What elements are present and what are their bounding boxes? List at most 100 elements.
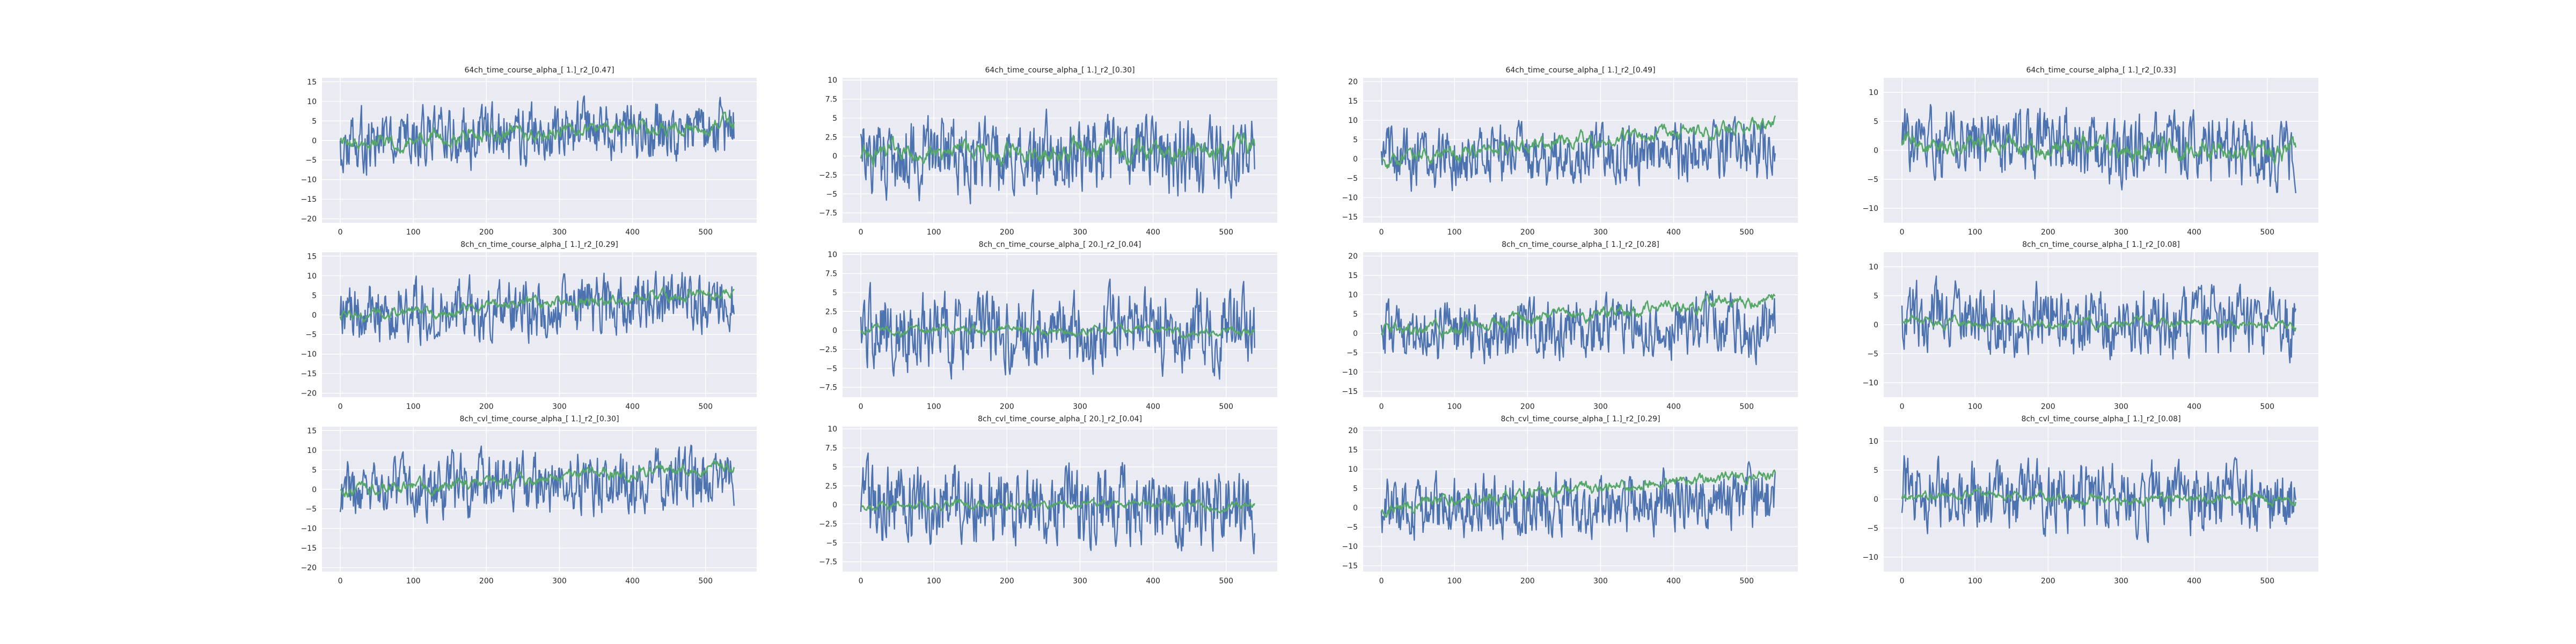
subplot-9: 15 10 5 0 −5 −10 −15 −20 0 100 200 300 400 500 8ch_cvl…	[301, 415, 757, 586]
y-tick-label: 15	[1348, 272, 1358, 280]
x-tick-label: 300	[552, 228, 567, 237]
subplot-6: 10 7.5 5 2.5 0 −2.5 −5 −7.5 0 100 200 300 400 500 8ch_…	[819, 240, 1277, 411]
y-tick-label: 10	[1348, 465, 1358, 474]
x-tick-label: 100	[1447, 402, 1462, 411]
subplot-7: 20 15 10 5 0 −5 −10 −15 0 100 200 300 400 500 8ch_cn_t…	[1342, 240, 1798, 411]
y-tick-label: −5	[305, 505, 317, 514]
x-tick-label: 400	[625, 402, 640, 411]
x-tick-label: 400	[2187, 228, 2201, 237]
y-tick-label: −10	[1342, 194, 1358, 202]
x-tick-label: 300	[1073, 228, 1087, 237]
y-tick-label: −15	[1342, 562, 1358, 570]
x-tick-label: 200	[479, 228, 494, 237]
y-tick-label: 0	[1353, 330, 1358, 338]
x-tick-label: 400	[1666, 402, 1681, 411]
y-tick-label: −5	[1867, 524, 1878, 533]
y-tick-label: 5	[832, 114, 837, 123]
x-tick-label: 200	[479, 402, 494, 411]
x-tick-label: 500	[1739, 577, 1754, 586]
x-tick-label: 200	[1000, 228, 1014, 237]
y-tick-label: 0	[832, 152, 837, 161]
x-tick-label: 100	[406, 402, 421, 411]
y-tick-label: −5	[1346, 174, 1358, 183]
y-tick-label: 5	[312, 117, 317, 126]
series-line-2	[1380, 469, 1776, 518]
x-tick-label: 0	[859, 228, 863, 237]
y-tick-label: −2.5	[819, 171, 837, 180]
series-line-1	[860, 452, 1255, 554]
series-line-1	[1380, 290, 1776, 365]
x-tick-label: 400	[1146, 228, 1160, 237]
y-tick-label: 10	[1869, 263, 1878, 272]
x-tick-label: 0	[338, 402, 343, 411]
x-tick-label: 200	[1000, 402, 1014, 411]
subplot-title: 8ch_cn_time_course_alpha_[ 1.]_r2_[0.28]	[1502, 240, 1659, 249]
x-tick-label: 300	[2114, 228, 2128, 237]
y-tick-label: 15	[307, 252, 317, 261]
x-tick-label: 400	[625, 577, 640, 586]
x-tick-label: 100	[406, 577, 421, 586]
x-tick-label: 100	[1447, 228, 1462, 237]
y-tick-label: −20	[301, 564, 317, 573]
y-tick-label: −2.5	[819, 520, 837, 529]
y-tick-label: −5	[826, 364, 837, 373]
y-tick-label: −7.5	[819, 558, 837, 567]
y-tick-label: 15	[307, 78, 317, 86]
x-tick-label: 0	[859, 402, 863, 411]
x-tick-label: 300	[1593, 577, 1608, 586]
series-line-2	[1381, 115, 1776, 169]
y-tick-label: 10	[1869, 437, 1878, 446]
x-tick-label: 400	[1666, 228, 1681, 237]
y-tick-label: −7.5	[819, 384, 837, 392]
y-tick-label: 7.5	[825, 444, 837, 453]
y-tick-label: 2.5	[825, 482, 837, 491]
y-tick-label: 10	[828, 425, 837, 434]
x-tick-label: 0	[338, 577, 343, 586]
subplot-title: 8ch_cn_time_course_alpha_[ 1.]_r2_[0.29]	[460, 240, 618, 249]
subplot-1: 15 10 5 0 −5 −10 −15 −20 0 100 200 300 400 500 64ch_ti…	[301, 66, 757, 237]
plot-area	[843, 252, 1277, 397]
y-tick-label: 10	[307, 272, 317, 281]
subplot-title: 64ch_time_course_alpha_[ 1.]_r2_[0.30]	[985, 66, 1135, 75]
y-tick-label: 15	[307, 427, 317, 435]
y-tick-label: −5	[1867, 350, 1878, 358]
x-tick-label: 500	[1219, 228, 1233, 237]
x-tick-label: 400	[1666, 577, 1681, 586]
x-tick-label: 100	[1968, 228, 1982, 237]
y-tick-label: 5	[1353, 136, 1358, 144]
y-tick-label: −5	[826, 190, 837, 199]
y-tick-label: −10	[1862, 553, 1878, 562]
y-tick-label: 10	[1869, 89, 1878, 97]
x-tick-label: 0	[1900, 577, 1905, 586]
x-tick-label: 0	[1900, 228, 1905, 237]
y-tick-label: −10	[1862, 204, 1878, 213]
x-tick-label: 100	[927, 577, 941, 586]
y-tick-label: 0	[1874, 321, 1878, 330]
x-tick-label: 200	[2041, 402, 2055, 411]
y-tick-label: 2.5	[825, 133, 837, 142]
y-tick-label: 7.5	[825, 270, 837, 279]
x-tick-label: 300	[2114, 402, 2128, 411]
y-tick-label: −10	[1342, 543, 1358, 551]
series-line-2	[339, 286, 735, 323]
y-tick-label: 5	[832, 289, 837, 297]
y-tick-label: −15	[301, 544, 317, 553]
x-tick-label: 200	[1520, 228, 1535, 237]
subplot-4: 10 5 0 −5 −10 0 100 200 300 400 500 64ch_time_cours…	[1862, 66, 2318, 237]
y-tick-label: 10	[307, 447, 317, 455]
x-tick-label: 0	[1900, 402, 1905, 411]
y-tick-label: 10	[828, 251, 837, 259]
series-line-2	[1901, 314, 2297, 332]
x-tick-label: 200	[1000, 577, 1014, 586]
x-tick-label: 300	[2114, 577, 2128, 586]
plot-area	[322, 252, 757, 397]
y-tick-label: −10	[301, 176, 317, 185]
x-tick-label: 0	[1379, 402, 1384, 411]
series-line-1	[1901, 104, 2296, 194]
subplot-2: 10 7.5 5 2.5 0 −2.5 −5 −7.5 0 100 200 300 400 500 64ch…	[819, 66, 1277, 237]
y-tick-label: 0	[832, 501, 837, 510]
x-tick-label: 500	[698, 402, 713, 411]
series-line-2	[860, 498, 1256, 514]
y-tick-label: 5	[1874, 292, 1878, 301]
